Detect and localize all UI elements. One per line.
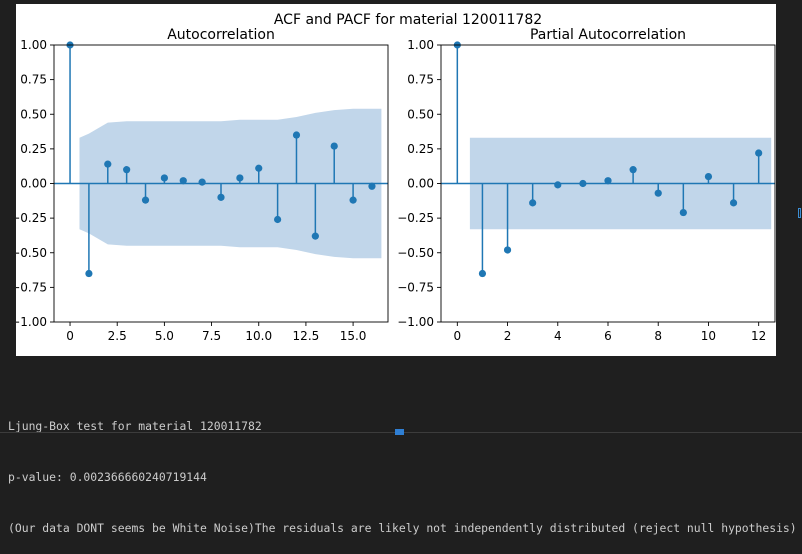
pacf-ytick-label: 0.75 bbox=[407, 73, 434, 87]
acf-ytick-label: −1.00 bbox=[16, 315, 47, 329]
pacf-marker bbox=[629, 166, 637, 174]
pacf-marker bbox=[729, 199, 738, 207]
pacf-marker bbox=[579, 179, 587, 188]
acf-marker bbox=[104, 160, 112, 168]
acf-marker bbox=[311, 232, 319, 240]
pacf-marker bbox=[654, 189, 662, 197]
pacf-marker bbox=[529, 199, 537, 207]
acf-marker bbox=[85, 269, 93, 278]
pacf-ytick-label: 1.00 bbox=[407, 38, 434, 52]
pacf-marker bbox=[604, 177, 612, 185]
acf-xtick-label: 12.5 bbox=[293, 329, 320, 343]
pacf-ytick-label: −0.25 bbox=[397, 211, 434, 225]
acf-marker bbox=[179, 177, 187, 185]
acf-ytick-label: −0.25 bbox=[16, 211, 47, 225]
console-line-ljung-box: Ljung-Box test for material 120011782 bbox=[8, 419, 262, 433]
pacf-ytick-label: −0.75 bbox=[397, 280, 434, 294]
pacf-title: Partial Autocorrelation bbox=[530, 27, 686, 43]
acf-ytick-label: −0.75 bbox=[16, 280, 47, 294]
output-console: Ljung-Box test for material 120011782 p-… bbox=[8, 384, 802, 554]
pacf-xtick-label: 12 bbox=[751, 329, 766, 343]
pacf-xtick-label: 2 bbox=[504, 329, 512, 343]
acf-marker bbox=[349, 196, 357, 204]
acf-xtick-label: 15.0 bbox=[340, 329, 367, 343]
pacf-marker bbox=[704, 172, 713, 181]
console-line-p-value: p-value: 0.002366660240719144 bbox=[8, 470, 207, 484]
acf-xtick-label: 2.5 bbox=[108, 329, 127, 343]
pacf-ytick-label: 0.00 bbox=[407, 177, 434, 191]
pacf-xtick-label: 10 bbox=[701, 329, 716, 343]
acf-xtick-label: 7.5 bbox=[202, 329, 221, 343]
acf-marker bbox=[141, 196, 150, 204]
acf-marker bbox=[255, 164, 263, 172]
pacf-ytick-label: −1.00 bbox=[397, 315, 434, 329]
acf-marker bbox=[330, 142, 338, 150]
acf-marker bbox=[368, 182, 376, 190]
acf-marker bbox=[292, 131, 301, 139]
acf-ytick-label: −0.50 bbox=[16, 246, 47, 260]
pacf-xtick-label: 0 bbox=[454, 329, 462, 343]
acf-marker bbox=[198, 178, 206, 186]
pacf-marker bbox=[503, 246, 512, 254]
acf-xtick-label: 10.0 bbox=[245, 329, 272, 343]
acf-ytick-label: 0.00 bbox=[20, 177, 47, 191]
pacf-xtick-label: 4 bbox=[554, 329, 562, 343]
acf-marker bbox=[236, 174, 244, 182]
acf-ytick-label: 1.00 bbox=[20, 38, 47, 52]
pacf-marker bbox=[755, 149, 763, 157]
acf-ytick-label: 0.75 bbox=[20, 73, 47, 87]
acf-marker bbox=[217, 193, 225, 201]
acf-ytick-label: 0.50 bbox=[20, 107, 47, 121]
pacf-marker bbox=[554, 181, 562, 189]
pacf-ytick-label: 0.25 bbox=[407, 142, 434, 156]
chart-figure: ACF and PACF for material 120011782 −1.0… bbox=[16, 4, 776, 356]
acf-marker bbox=[160, 174, 168, 182]
acf-xtick-label: 5.0 bbox=[155, 329, 174, 343]
pacf-ytick-label: 0.50 bbox=[407, 107, 434, 121]
acf-ytick-label: 0.25 bbox=[20, 142, 47, 156]
pacf-marker bbox=[478, 269, 487, 278]
pacf-ytick-label: −0.50 bbox=[397, 246, 434, 260]
acf-marker bbox=[123, 166, 131, 174]
acf-pacf-svg: ACF and PACF for material 120011782 −1.0… bbox=[16, 12, 776, 343]
scroll-edge-marker[interactable] bbox=[798, 208, 801, 218]
pacf-xtick-label: 8 bbox=[654, 329, 662, 343]
pacf-xtick-label: 6 bbox=[604, 329, 612, 343]
figure-suptitle: ACF and PACF for material 120011782 bbox=[274, 12, 542, 28]
console-line-conclusion: (Our data DONT seems be White Noise)The … bbox=[8, 521, 797, 535]
acf-marker bbox=[274, 215, 282, 224]
text-cursor bbox=[395, 429, 404, 435]
acf-title: Autocorrelation bbox=[167, 27, 275, 43]
acf-xtick-label: 0 bbox=[66, 329, 74, 343]
pacf-marker bbox=[679, 208, 687, 217]
